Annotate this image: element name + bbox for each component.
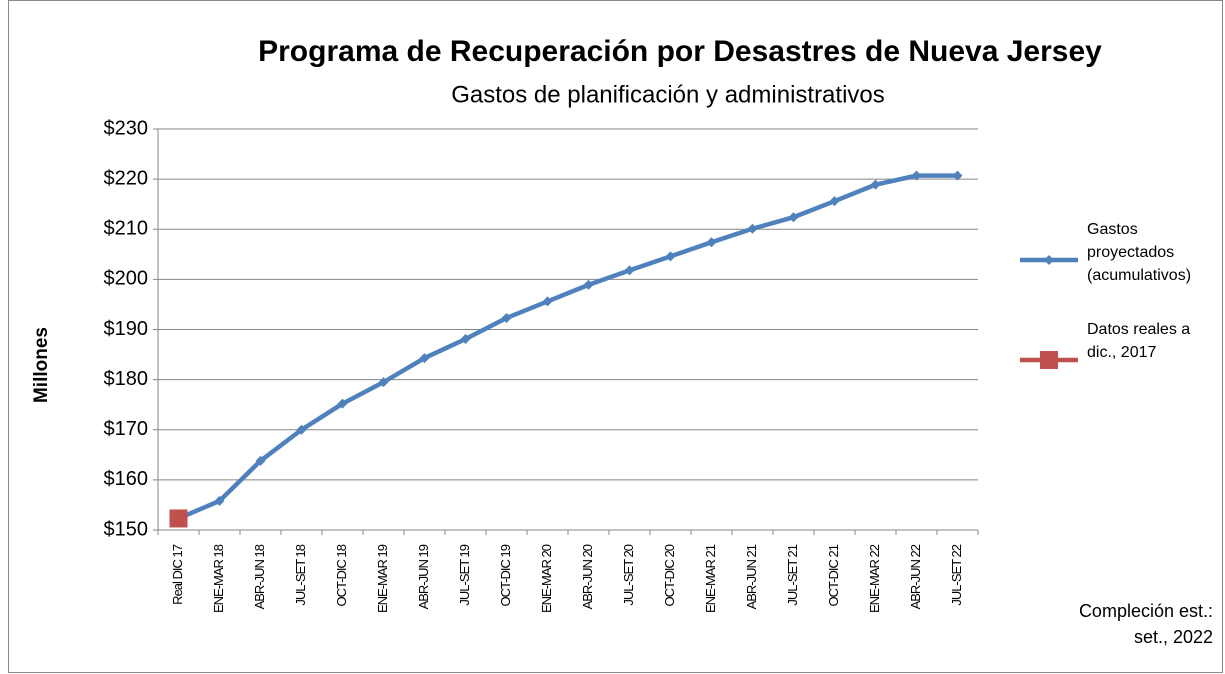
marker [583, 279, 594, 290]
marker [255, 455, 266, 466]
y-tick-label: $150 [104, 518, 149, 540]
x-tick-label: ABR-JUN 19 [416, 544, 431, 609]
x-tick-label: OCT-DIC 20 [662, 544, 677, 606]
marker [706, 237, 717, 248]
y-tick-label: $200 [104, 268, 149, 290]
y-tick-label: $170 [104, 418, 149, 440]
chart-subtitle: Gastos de planificación y administrativo… [451, 81, 885, 108]
marker [214, 495, 225, 506]
annotation: Compleción est.: set., 2022 [1078, 601, 1213, 647]
marker [829, 196, 840, 207]
marker [624, 265, 635, 276]
y-tick-label: $160 [104, 468, 149, 490]
x-tick-label: ABR-JUN 21 [744, 544, 759, 609]
legend-label: Gastos proyectados (acumulativos) [1087, 221, 1192, 284]
marker [460, 334, 471, 345]
marker [337, 398, 348, 409]
y-axis-label: Millones [31, 327, 52, 403]
y-tick-label: $180 [104, 368, 149, 390]
x-tick-label: Real DIC 17 [170, 544, 185, 605]
x-tick-label: ABR-JUN 20 [580, 544, 595, 609]
x-tick-label: ABR-JUN 22 [908, 544, 923, 609]
marker [1040, 351, 1058, 369]
legend-label: Datos reales a dic., 2017 [1087, 321, 1191, 361]
series-line [177, 173, 958, 521]
marker [665, 251, 676, 262]
marker [911, 170, 922, 181]
y-tick-label: $230 [104, 117, 149, 139]
marker [952, 170, 963, 181]
chart-title: Programa de Recuperación por Desastres d… [258, 35, 1102, 68]
x-tick-label: ABR-JUN 18 [252, 544, 267, 609]
y-tick-label: $220 [104, 167, 149, 189]
x-tick-label: JUL-SET 22 [949, 544, 964, 605]
x-tick-label: ENE-MAR 22 [867, 544, 882, 613]
x-tick-label: OCT-DIC 19 [498, 544, 513, 606]
y-tick-label: $190 [104, 318, 149, 340]
marker [747, 223, 758, 234]
marker [501, 312, 512, 323]
x-tick-label: OCT-DIC 21 [826, 544, 841, 606]
marker [1044, 255, 1054, 265]
marker [788, 212, 799, 223]
x-tick-label: ENE-MAR 20 [539, 544, 554, 613]
marker [169, 509, 188, 528]
x-tick-label: ENE-MAR 19 [375, 544, 390, 613]
x-tick-label: JUL-SET 19 [457, 544, 472, 605]
x-tick-label: ENE-MAR 21 [703, 544, 718, 613]
frame [8, 0, 1223, 673]
marker [870, 179, 881, 190]
marker [378, 377, 389, 388]
marker [296, 424, 307, 435]
x-tick-label: JUL-SET 21 [785, 544, 800, 605]
x-tick-label: OCT-DIC 18 [334, 544, 349, 606]
marker [419, 353, 430, 364]
marker [542, 296, 553, 307]
x-tick-label: JUL-SET 18 [293, 544, 308, 605]
x-tick-label: JUL-SET 20 [621, 544, 636, 605]
x-tick-label: ENE-MAR 18 [211, 544, 226, 613]
y-tick-label: $210 [104, 218, 149, 240]
